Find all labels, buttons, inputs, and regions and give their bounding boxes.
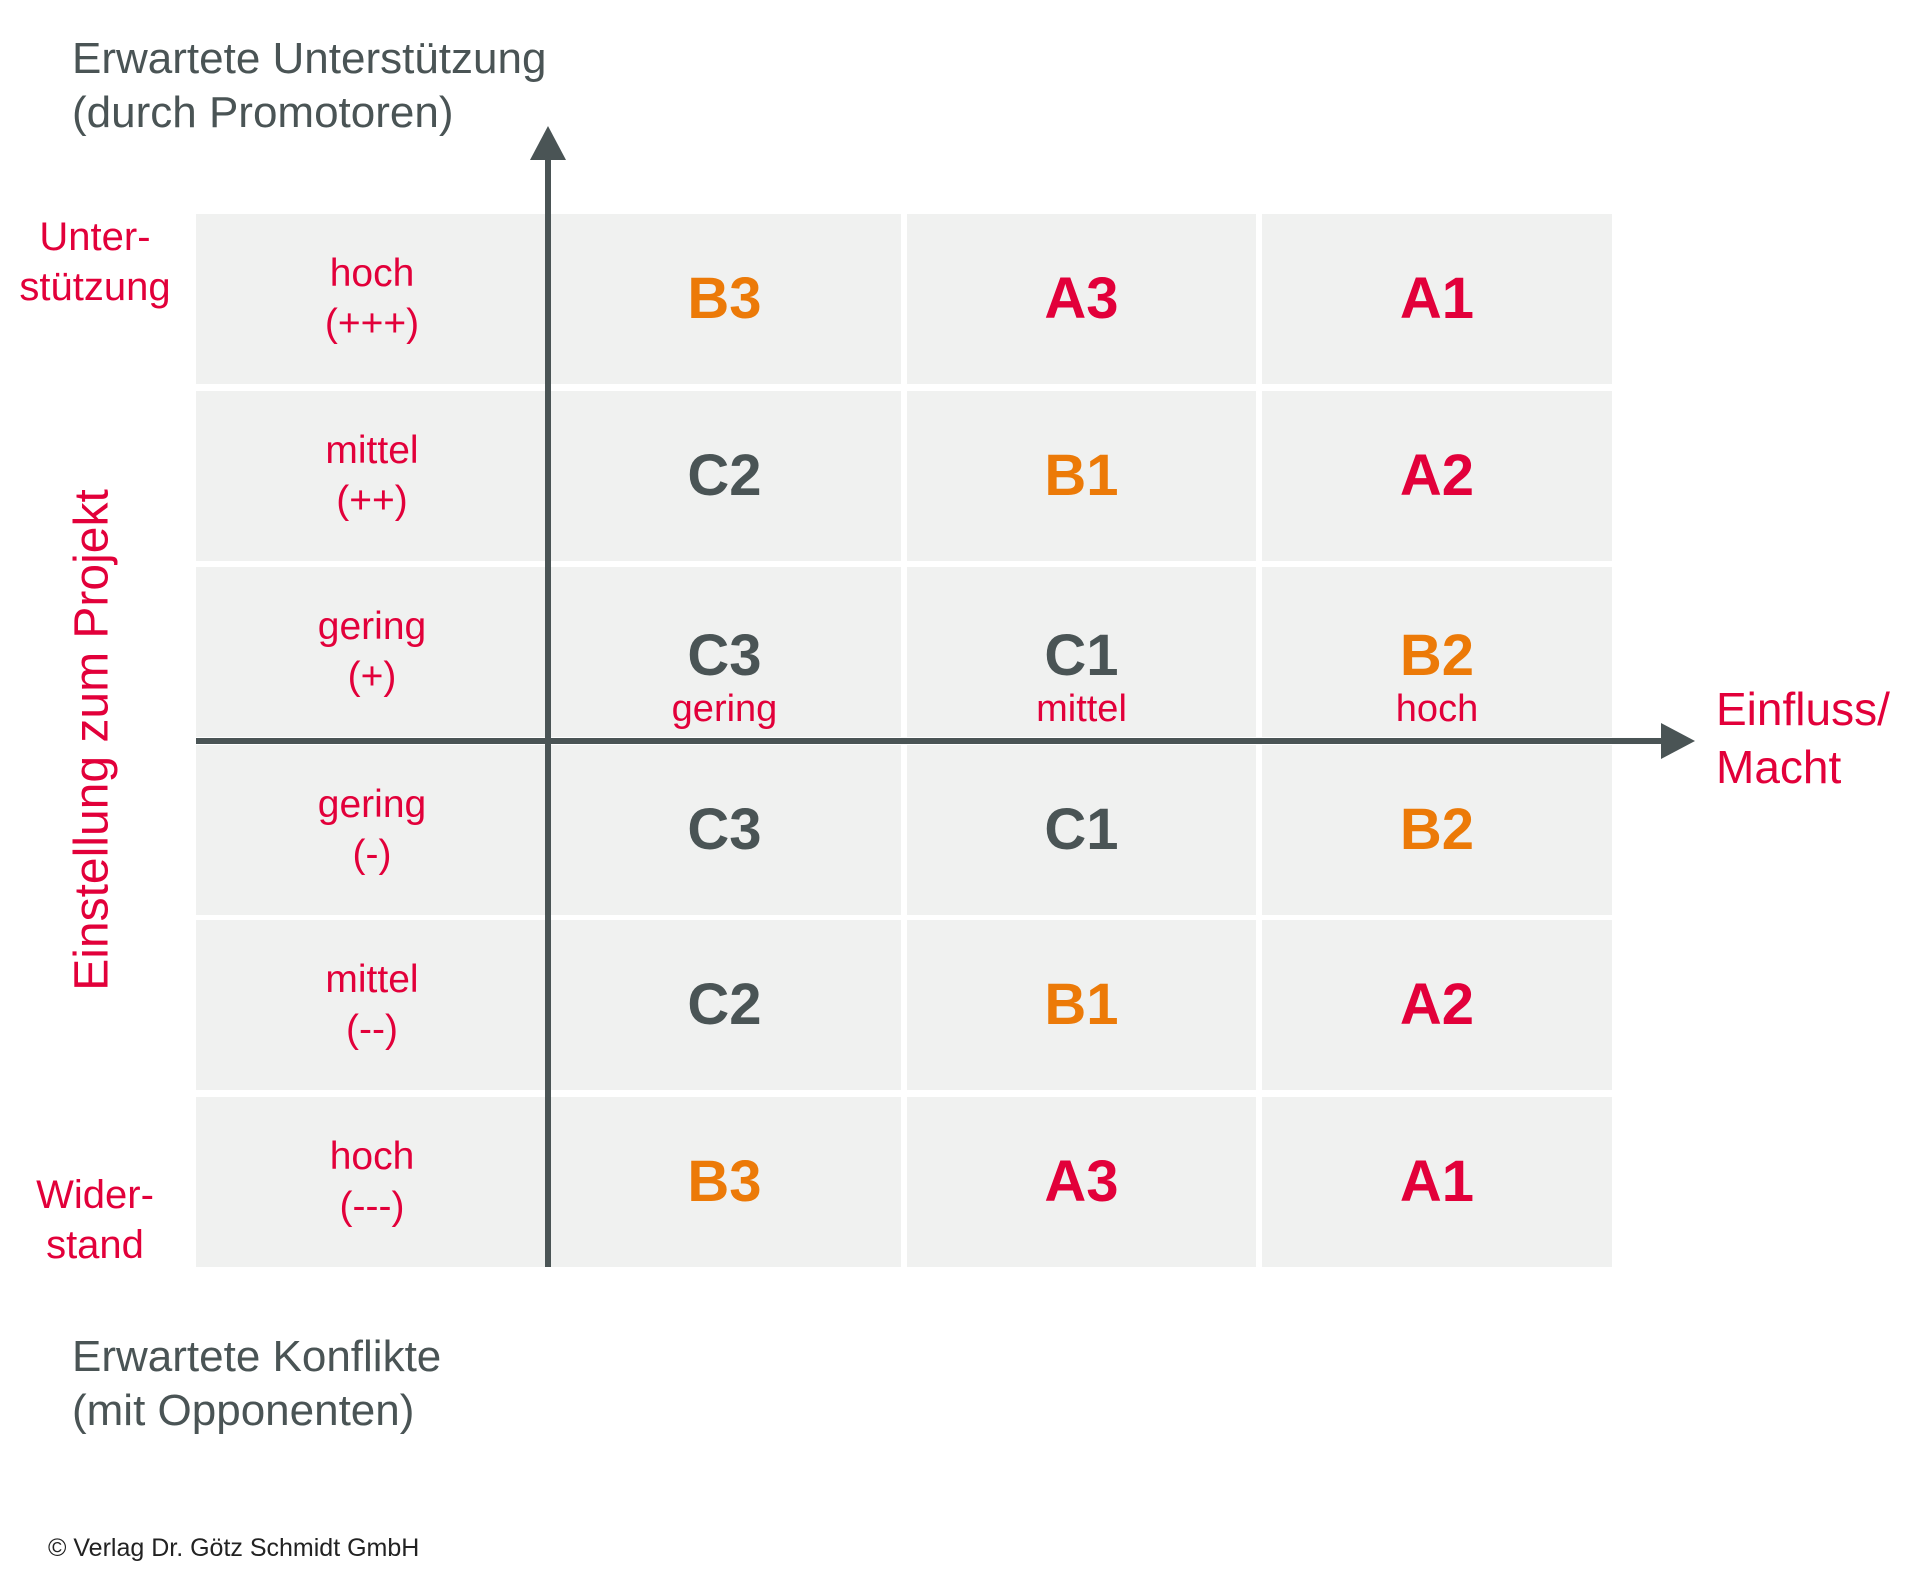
cell-code: A3 (1044, 1149, 1119, 1214)
matrix-cell: A1 (1262, 214, 1612, 384)
row-level: gering (317, 605, 427, 648)
cell-code: B2 (1399, 623, 1475, 688)
row-sign: (+++) (324, 302, 420, 345)
x-axis-label-line: Macht (1716, 741, 1842, 793)
cell-code: A3 (1044, 266, 1119, 331)
side-label-support: Unter- stützung (10, 212, 180, 312)
cell-code: C1 (1044, 623, 1119, 688)
row-level-cell: hoch (---) (196, 1097, 548, 1267)
row-sign: (+) (347, 655, 397, 698)
title-expected-support: Erwartete Unterstützung (durch Promotore… (72, 32, 546, 140)
row-sign: (--) (346, 1008, 398, 1051)
cell-code: C1 (1044, 797, 1119, 862)
copyright: © Verlag Dr. Götz Schmidt GmbH (48, 1534, 420, 1562)
cell-code: C2 (687, 972, 762, 1037)
x-axis-label-line: Einfluss/ (1716, 683, 1890, 735)
cell-code: C3 (687, 797, 762, 862)
side-line: stützung (19, 265, 171, 309)
matrix-cell: A2 (1262, 391, 1612, 561)
row-level: mittel (325, 958, 419, 1001)
matrix-cell: B1 (907, 920, 1256, 1090)
matrix-cell: C3 gering (548, 567, 901, 737)
row-level-cell: hoch (+++) (196, 214, 548, 384)
matrix-cell: C2 (548, 391, 901, 561)
title-line: Erwartete Unterstützung (72, 34, 547, 83)
cell-code: A1 (1399, 1149, 1475, 1214)
row-level: gering (317, 783, 427, 826)
matrix-cell: A2 (1262, 920, 1612, 1090)
row-level: hoch (329, 252, 415, 295)
cell-code: A2 (1399, 443, 1475, 508)
title-line: Erwartete Konflikte (72, 1332, 442, 1381)
x-level-label: gering (671, 688, 778, 730)
row-level: mittel (325, 429, 419, 472)
row-level-cell: gering (-) (196, 745, 548, 915)
cell-code: C2 (687, 443, 762, 508)
cell-code: A1 (1399, 266, 1475, 331)
side-line: Wider- (36, 1173, 154, 1217)
matrix-cell: B3 (548, 1097, 901, 1267)
x-axis-label: Einfluss/ Macht (1716, 680, 1890, 796)
matrix-cell: C2 (548, 920, 901, 1090)
cell-code: B1 (1044, 972, 1119, 1037)
title-line: (mit Opponenten) (72, 1386, 415, 1435)
row-level: hoch (329, 1135, 415, 1178)
matrix-cell: A3 (907, 1097, 1256, 1267)
cell-code: B3 (687, 266, 762, 331)
x-axis-arrow-icon (1661, 723, 1695, 759)
cell-code: B1 (1044, 443, 1119, 508)
cell-code: A2 (1399, 972, 1475, 1037)
title-expected-conflicts: Erwartete Konflikte (mit Opponenten) (72, 1330, 441, 1438)
matrix-cell: C1 mittel (907, 567, 1256, 737)
y-axis-arrow-icon (530, 126, 566, 160)
x-level-label: mittel (1036, 688, 1127, 730)
title-line: (durch Promotoren) (72, 88, 454, 137)
side-line: stand (46, 1223, 144, 1267)
matrix-cell: B2 hoch (1262, 567, 1612, 737)
matrix-cell: B2 (1262, 745, 1612, 915)
row-level-cell: mittel (--) (196, 920, 548, 1090)
matrix-cell: B3 (548, 214, 901, 384)
row-sign: (-) (352, 833, 392, 876)
matrix-cell: A3 (907, 214, 1256, 384)
cell-code: B3 (687, 1149, 762, 1214)
cell-code: B2 (1399, 797, 1475, 862)
row-level-cell: mittel (++) (196, 391, 548, 561)
side-line: Unter- (39, 215, 151, 259)
row-sign: (++) (336, 479, 408, 522)
row-sign: (---) (339, 1185, 405, 1228)
matrix-cell: C3 (548, 745, 901, 915)
x-level-label: hoch (1395, 688, 1479, 730)
matrix-cell: B1 (907, 391, 1256, 561)
row-level-cell: gering (+) (196, 567, 548, 737)
cell-code: C3 (687, 623, 762, 688)
side-label-resistance: Wider- stand (10, 1170, 180, 1270)
matrix-cell: A1 (1262, 1097, 1612, 1267)
matrix-cell: C1 (907, 745, 1256, 915)
